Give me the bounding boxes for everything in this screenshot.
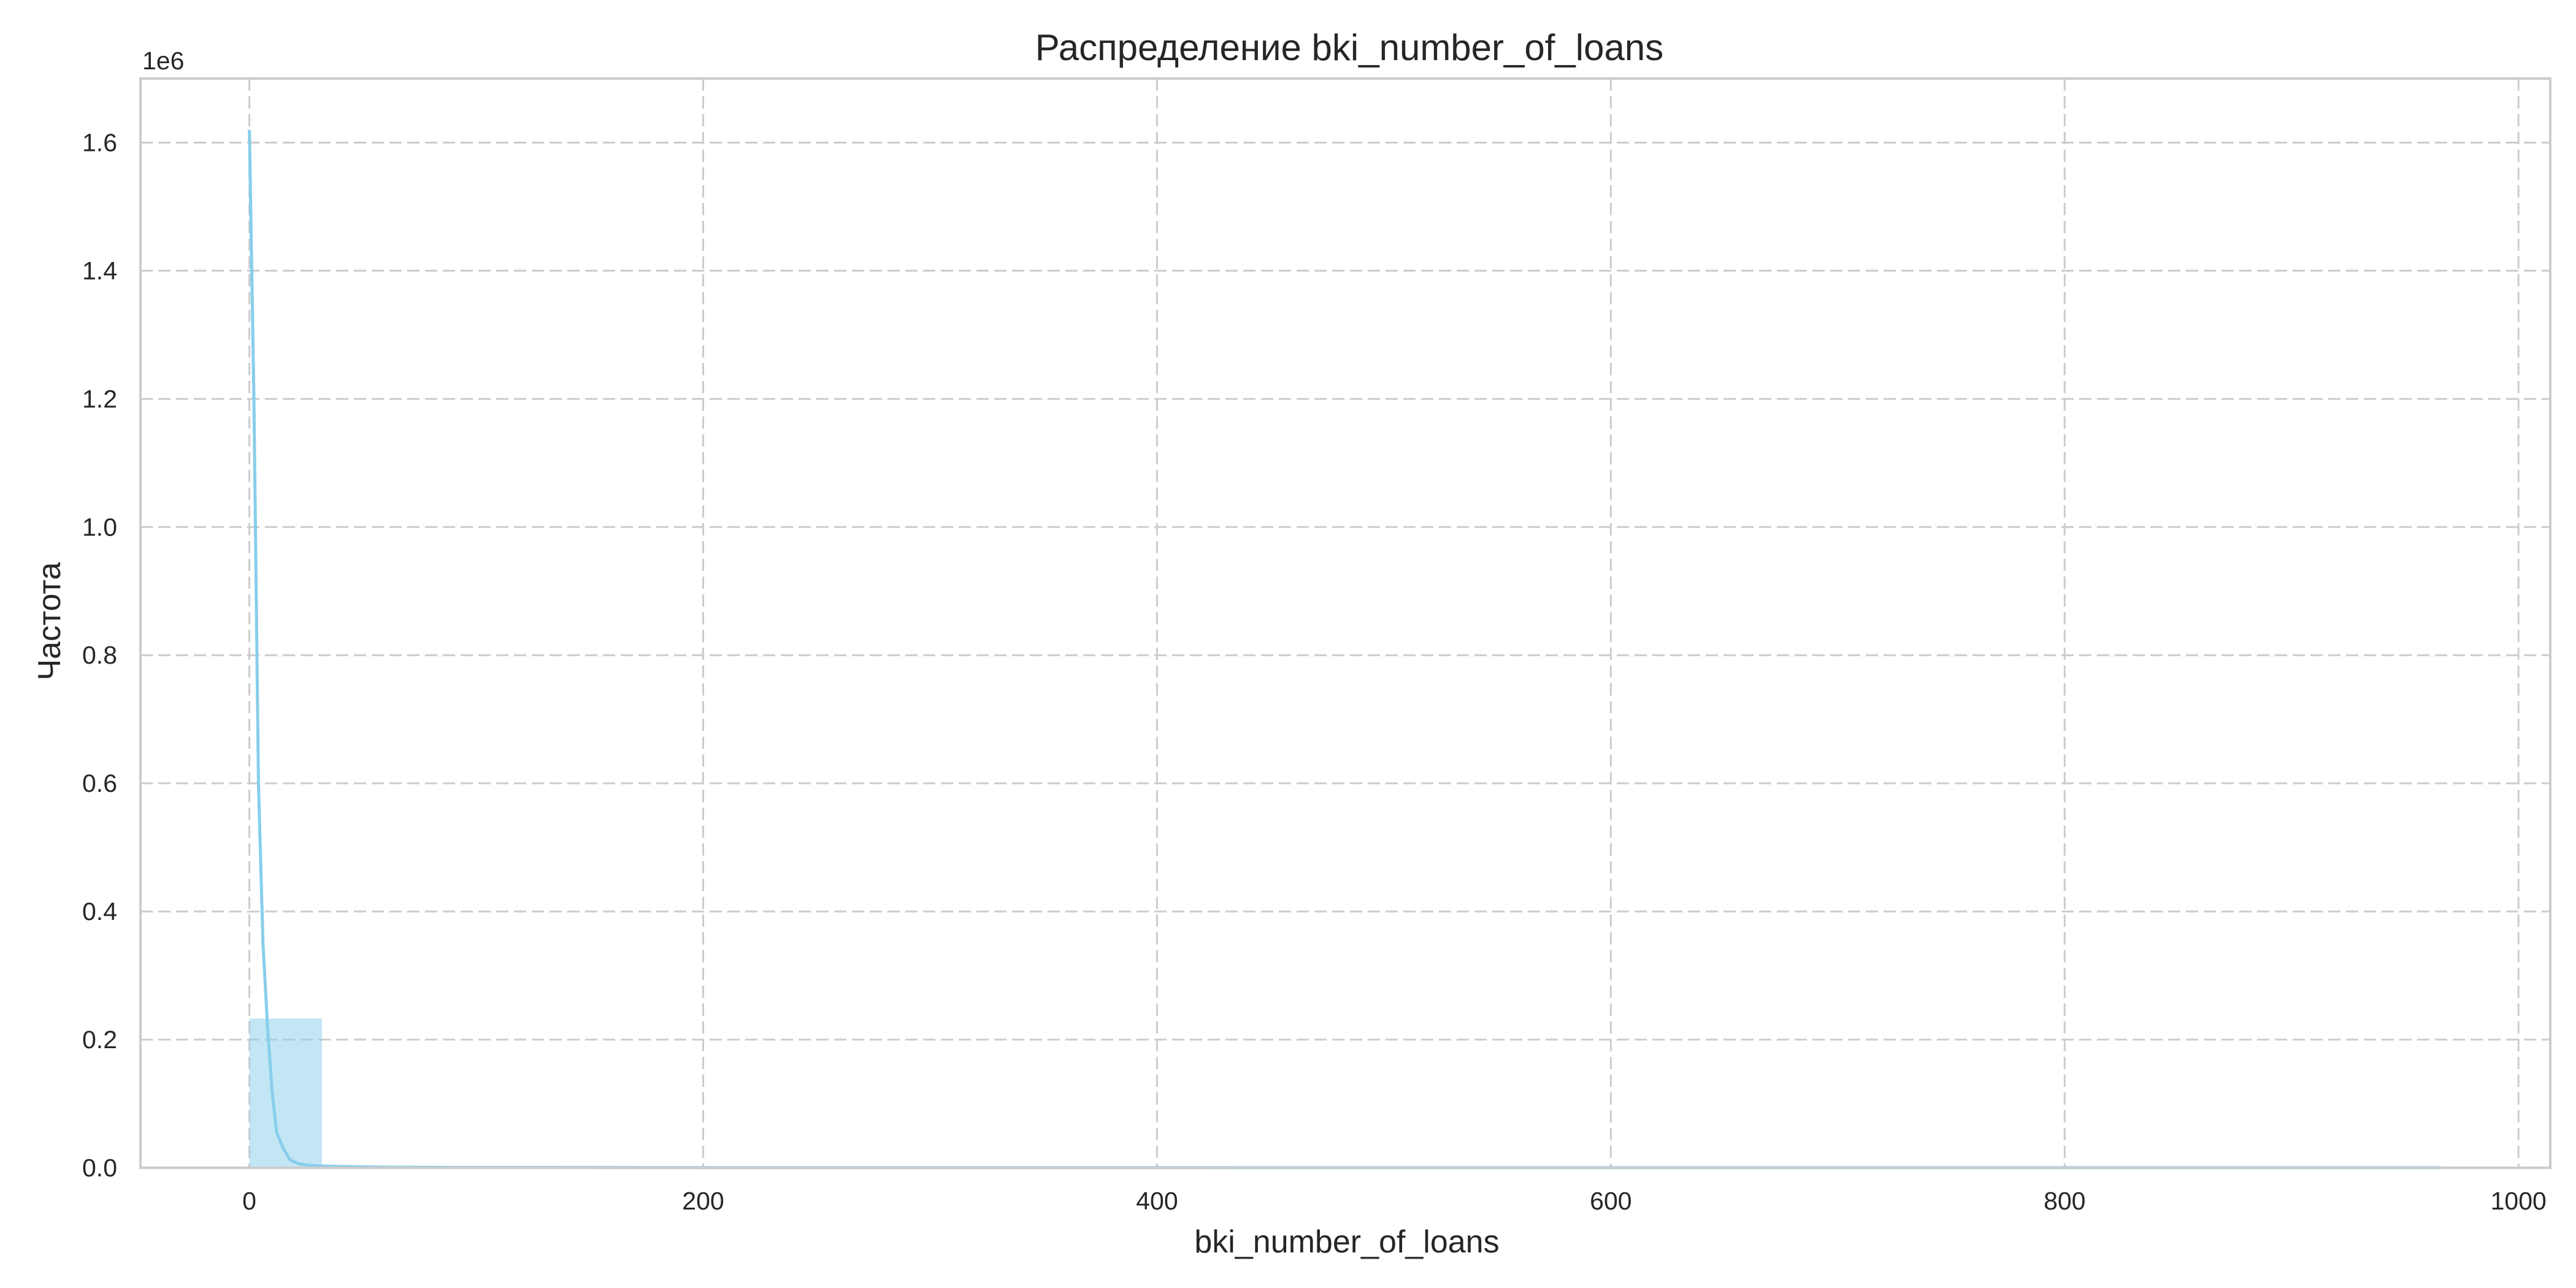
x-tick-label-2: 400 (1136, 1187, 1178, 1215)
grid-layer (140, 79, 2550, 1169)
hist-bar-0 (249, 1018, 322, 1168)
y-tick-labels: 0.0 0.2 0.4 0.6 0.8 1.0 1.2 1.4 1.6 (82, 128, 117, 1182)
y-axis-label: Частота (32, 562, 67, 681)
y-tick-label-5: 1.0 (82, 513, 117, 541)
y-tick-label-2: 0.4 (82, 897, 117, 926)
y-tick-label-4: 0.8 (82, 641, 117, 669)
y-tick-label-6: 1.2 (82, 385, 117, 413)
x-axis-label: bki_number_of_loans (1194, 1224, 1499, 1260)
plot-frame (139, 77, 2551, 1169)
x-tick-label-5: 1000 (2491, 1187, 2547, 1215)
x-tick-labels: 0 200 400 600 800 1000 (242, 1187, 2547, 1215)
y-tick-label-3: 0.6 (82, 769, 117, 797)
x-tick-label-4: 800 (2044, 1187, 2085, 1215)
x-tick-label-0: 0 (242, 1187, 256, 1215)
y-tick-label-8: 1.6 (82, 128, 117, 156)
y-tick-label-1: 0.2 (82, 1025, 117, 1054)
y-tick-label-7: 1.4 (82, 256, 117, 285)
kde-line (248, 129, 2442, 1170)
histogram-bars (249, 1018, 540, 1168)
chart-title: Распределение bki_number_of_loans (1035, 27, 1663, 68)
y-offset-label: 1e6 (142, 47, 184, 75)
x-tick-label-1: 200 (682, 1187, 724, 1215)
kde-curve-layer (248, 129, 2442, 1170)
x-tick-label-3: 600 (1590, 1187, 1631, 1215)
y-tick-label-0: 0.0 (82, 1154, 117, 1182)
